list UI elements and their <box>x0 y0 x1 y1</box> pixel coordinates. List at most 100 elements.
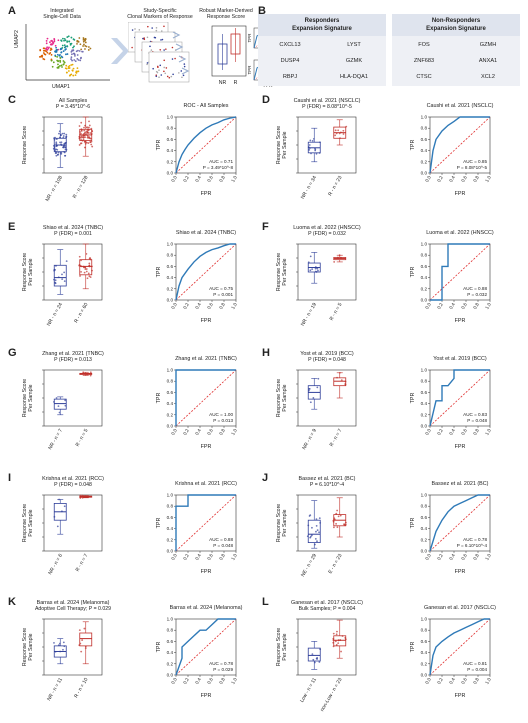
roc-ytick: 0.6 <box>167 390 174 395</box>
umap-point <box>53 40 56 43</box>
sample-point <box>80 259 82 262</box>
sample-point <box>88 124 91 127</box>
chance-diagonal <box>175 116 237 174</box>
umap-point <box>54 44 57 47</box>
umap-point <box>70 53 73 56</box>
roc-xtick: 0.6 <box>460 175 468 183</box>
sample-point <box>82 265 85 268</box>
sample-point <box>85 270 88 273</box>
panel-l: L Ganesan et al. 2017 (NSCLC)Bulk Samples… <box>262 597 496 713</box>
sample-point <box>337 129 340 132</box>
roc-xtick: 0.0 <box>170 677 178 685</box>
auc-label: AUC = 0.85 <box>463 159 487 164</box>
roc-xtick: 0.4 <box>448 428 456 436</box>
umap-point <box>71 59 73 62</box>
sample-point <box>61 132 64 135</box>
sample-point <box>87 272 90 275</box>
sample-point <box>341 635 344 637</box>
roc-ytick: 0.2 <box>167 661 174 666</box>
category-label: NR - n = 24 <box>46 302 64 327</box>
umap-point <box>71 69 74 72</box>
sample-point <box>319 141 321 144</box>
roc-pvalue: P = 8.08*10^-5 <box>457 165 488 170</box>
umap-point <box>76 57 79 60</box>
category-label: R - n = 60 <box>73 302 89 324</box>
roc-xtick: 0.4 <box>194 302 202 310</box>
sample-point <box>63 271 66 274</box>
category-label: R - n = 23 <box>327 175 343 197</box>
roc-xlabel: FPR <box>201 318 212 324</box>
roc-ytick: 1.0 <box>421 242 428 247</box>
roc-xtick: 1.0 <box>230 175 238 183</box>
sample-point <box>313 661 316 664</box>
sample-point <box>89 137 92 140</box>
sample-point <box>79 642 82 645</box>
sample-point <box>307 524 310 527</box>
sample-point <box>316 540 318 543</box>
roc-xtick: 0.6 <box>206 175 214 183</box>
roc-curve <box>429 369 490 427</box>
sample-point <box>57 276 60 279</box>
roc-xtick: 0.8 <box>472 553 480 561</box>
sample-point <box>85 141 87 143</box>
chance-diagonal <box>429 116 491 174</box>
box-nr-label: NR <box>219 80 227 86</box>
roc-title: Bassez et al. 2021 (BC) <box>432 481 489 487</box>
umap-title: Integrated Single-Cell Data <box>43 8 81 20</box>
sample-point <box>54 269 56 271</box>
sample-point <box>83 627 86 630</box>
sample-point <box>90 143 93 146</box>
sample-point <box>55 145 58 148</box>
roc-xlabel: FPR <box>201 569 212 575</box>
roc-ytick: 0.2 <box>167 537 174 542</box>
umap-point <box>65 71 68 74</box>
roc-xtick: 0.8 <box>218 175 226 183</box>
boxplot-ylabel: Response Score <box>22 504 28 542</box>
sample-point <box>78 125 81 127</box>
sample-point <box>54 650 57 653</box>
boxplot-ylabel: Response Score <box>276 126 282 164</box>
sample-point <box>317 269 319 272</box>
tpr-label: TPR <box>247 65 252 75</box>
study-volcano-stack <box>128 22 190 83</box>
umap-point <box>66 36 69 38</box>
sample-point <box>83 126 85 129</box>
gene-cell: ANXA1 <box>478 58 498 64</box>
roc-ylabel: TPR <box>410 642 416 653</box>
sample-point <box>315 271 318 273</box>
roc-ylabel: TPR <box>156 393 162 404</box>
umap-point <box>68 67 71 69</box>
sample-point <box>338 132 341 135</box>
umap-point <box>65 64 68 67</box>
sample-point <box>316 529 319 531</box>
sample-point <box>80 139 83 141</box>
category-label: E - n = 23 <box>327 553 343 575</box>
sample-point <box>63 505 66 508</box>
sample-point <box>336 630 338 633</box>
category-label: NR - n = 6 <box>47 553 64 576</box>
sample-point <box>86 277 89 280</box>
umap-point <box>89 47 92 50</box>
umap-point <box>77 59 80 61</box>
roc-ytick: 1.0 <box>421 368 428 373</box>
sample-point <box>83 146 86 149</box>
auc-label: AUC = 0.81 <box>463 661 487 666</box>
boxplot-pvalue: P (FDR) = 0.001 <box>54 231 92 237</box>
roc-ytick: 0.0 <box>421 171 428 176</box>
category-label: NR - n = 11 <box>46 677 64 702</box>
roc-ytick: 0.4 <box>421 148 428 153</box>
sample-point <box>340 256 342 259</box>
umap-point <box>39 55 42 58</box>
umap-point <box>60 64 63 67</box>
roc-ytick: 0.0 <box>167 549 174 554</box>
sample-point <box>89 258 92 261</box>
roc-ytick: 0.8 <box>421 379 428 384</box>
sample-point <box>56 153 59 156</box>
roc-title: ROC - All Samples <box>184 103 229 109</box>
sample-point <box>308 148 311 151</box>
sample-point <box>80 142 83 145</box>
umap-point <box>42 49 45 52</box>
sample-point <box>53 278 55 281</box>
sample-point <box>89 276 92 279</box>
roc-ytick: 0.8 <box>167 126 174 131</box>
